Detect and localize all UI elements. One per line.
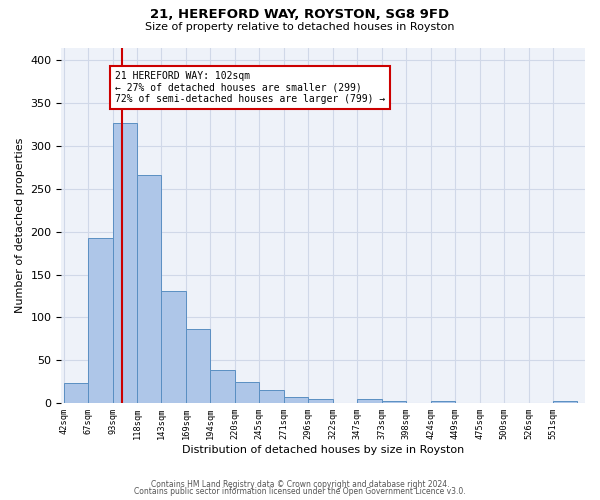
Bar	[113, 123, 137, 403]
Text: Size of property relative to detached houses in Royston: Size of property relative to detached ho…	[145, 22, 455, 32]
Text: Contains public sector information licensed under the Open Government Licence v3: Contains public sector information licen…	[134, 487, 466, 496]
Bar	[211, 370, 235, 403]
Bar	[358, 399, 382, 403]
Y-axis label: Number of detached properties: Number of detached properties	[15, 138, 25, 313]
Bar	[137, 175, 161, 403]
Bar	[553, 400, 577, 403]
Text: Contains HM Land Registry data © Crown copyright and database right 2024.: Contains HM Land Registry data © Crown c…	[151, 480, 449, 489]
Bar	[284, 397, 308, 403]
Bar	[235, 382, 259, 403]
Bar	[431, 400, 455, 403]
Text: 21, HEREFORD WAY, ROYSTON, SG8 9FD: 21, HEREFORD WAY, ROYSTON, SG8 9FD	[151, 8, 449, 20]
Bar	[186, 330, 211, 403]
Bar	[308, 399, 333, 403]
Bar	[161, 291, 186, 403]
Bar	[88, 238, 113, 403]
Text: 21 HEREFORD WAY: 102sqm
← 27% of detached houses are smaller (299)
72% of semi-d: 21 HEREFORD WAY: 102sqm ← 27% of detache…	[115, 70, 385, 104]
Bar	[64, 384, 88, 403]
Bar	[259, 390, 284, 403]
Bar	[382, 400, 406, 403]
X-axis label: Distribution of detached houses by size in Royston: Distribution of detached houses by size …	[182, 445, 464, 455]
